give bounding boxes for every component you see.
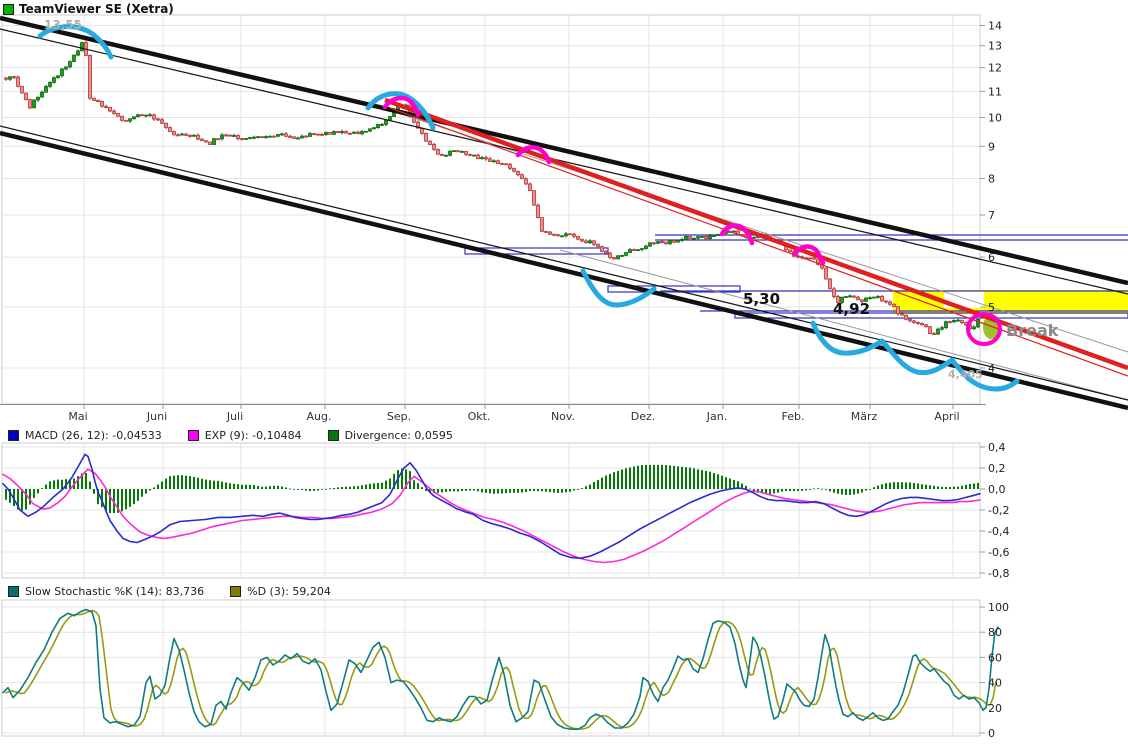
candlestick-series bbox=[4, 40, 980, 336]
stoch-k-swatch-icon bbox=[8, 586, 19, 597]
svg-text:5,30: 5,30 bbox=[743, 290, 780, 308]
svg-text:Dez.: Dez. bbox=[631, 410, 656, 423]
exp-signal-line bbox=[2, 468, 981, 564]
break-circle-annotation bbox=[966, 312, 1002, 346]
stoch-d-line bbox=[5, 609, 997, 730]
svg-text:6: 6 bbox=[988, 251, 995, 264]
cyan-arc-annotation-3 bbox=[580, 268, 657, 308]
divergence-series-label: Divergence: 0,0595 bbox=[344, 429, 453, 442]
svg-text:Juni: Juni bbox=[146, 410, 167, 423]
chart-title-bar: TeamViewer SE (Xetra) bbox=[3, 2, 174, 16]
svg-text:4: 4 bbox=[988, 362, 995, 375]
svg-text:13,55: 13,55 bbox=[44, 18, 82, 32]
svg-text:-0,2: -0,2 bbox=[988, 504, 1009, 517]
exp-series-label: EXP (9): -0,10484 bbox=[204, 429, 302, 442]
macd-legend-item: MACD (26, 12): -0,04533 bbox=[8, 429, 162, 442]
svg-text:0: 0 bbox=[988, 727, 995, 740]
cyan-arc-annotation-1 bbox=[37, 24, 114, 60]
svg-text:5: 5 bbox=[988, 301, 995, 314]
cyan-arc-annotation-2 bbox=[365, 91, 436, 131]
instrument-title: TeamViewer SE (Xetra) bbox=[19, 2, 174, 16]
svg-text:100: 100 bbox=[988, 601, 1009, 614]
svg-text:0,2: 0,2 bbox=[988, 462, 1006, 475]
macd-series-label: MACD (26, 12): -0,04533 bbox=[25, 429, 162, 442]
stoch-k-legend-item: Slow Stochastic %K (14): 83,736 bbox=[8, 585, 204, 598]
magenta-arc-annotation-1 bbox=[382, 95, 421, 118]
svg-text:0,4: 0,4 bbox=[988, 441, 1006, 454]
svg-text:Juli: Juli bbox=[226, 410, 243, 423]
macd-line bbox=[2, 453, 981, 560]
stoch-k-label: Slow Stochastic %K (14): 83,736 bbox=[25, 585, 205, 598]
svg-text:4,92: 4,92 bbox=[833, 300, 870, 318]
stoch-k-line bbox=[2, 608, 999, 730]
instrument-marker-icon bbox=[3, 3, 14, 15]
svg-text:10: 10 bbox=[988, 111, 1002, 124]
svg-text:4,405: 4,405 bbox=[948, 368, 983, 381]
magenta-arc-annotation-2 bbox=[515, 145, 552, 165]
svg-text:Feb.: Feb. bbox=[782, 410, 805, 423]
svg-text:-0,8: -0,8 bbox=[988, 567, 1009, 580]
svg-text:Mai: Mai bbox=[68, 410, 87, 423]
cyan-arc-annotation-4 bbox=[810, 320, 1020, 392]
svg-text:Break: Break bbox=[1006, 321, 1059, 340]
svg-text:-0,4: -0,4 bbox=[988, 525, 1009, 538]
stoch-d-legend-item: %D (3): 59,204 bbox=[230, 585, 331, 598]
svg-text:60: 60 bbox=[988, 651, 1002, 664]
macd-series-swatch-icon bbox=[8, 430, 19, 441]
divergence-legend-item: Divergence: 0,0595 bbox=[327, 429, 453, 442]
svg-text:Jan.: Jan. bbox=[706, 410, 727, 423]
stoch-d-swatch-icon bbox=[230, 586, 242, 597]
svg-text:Nov.: Nov. bbox=[551, 410, 575, 423]
svg-text:Aug.: Aug. bbox=[307, 410, 332, 423]
svg-text:Okt.: Okt. bbox=[468, 410, 491, 423]
svg-text:0,0: 0,0 bbox=[988, 483, 1006, 496]
stochastic-legend: Slow Stochastic %K (14): 83,736 %D (3): … bbox=[8, 585, 331, 598]
stoch-d-label: %D (3): 59,204 bbox=[247, 585, 331, 598]
svg-text:12: 12 bbox=[988, 62, 1002, 75]
svg-text:April: April bbox=[934, 410, 959, 423]
divergence-series-swatch-icon bbox=[327, 430, 339, 441]
svg-text:13: 13 bbox=[988, 40, 1002, 53]
svg-text:8: 8 bbox=[988, 172, 995, 185]
svg-text:80: 80 bbox=[988, 626, 1002, 639]
macd-legend: MACD (26, 12): -0,04533 EXP (9): -0,1048… bbox=[8, 429, 453, 442]
svg-text:40: 40 bbox=[988, 677, 1002, 690]
svg-text:-0,6: -0,6 bbox=[988, 546, 1009, 559]
svg-text:14: 14 bbox=[988, 19, 1002, 32]
svg-text:7: 7 bbox=[988, 209, 995, 222]
svg-text:20: 20 bbox=[988, 702, 1002, 715]
svg-text:März: März bbox=[851, 410, 878, 423]
magenta-arc-annotation-3 bbox=[719, 223, 755, 246]
exp-legend-item: EXP (9): -0,10484 bbox=[187, 429, 302, 442]
magenta-arc-annotation-4 bbox=[792, 244, 826, 266]
svg-text:11: 11 bbox=[988, 85, 1002, 98]
svg-text:Sep.: Sep. bbox=[387, 410, 411, 423]
svg-text:9: 9 bbox=[988, 140, 995, 153]
exp-series-swatch-icon bbox=[187, 430, 199, 441]
